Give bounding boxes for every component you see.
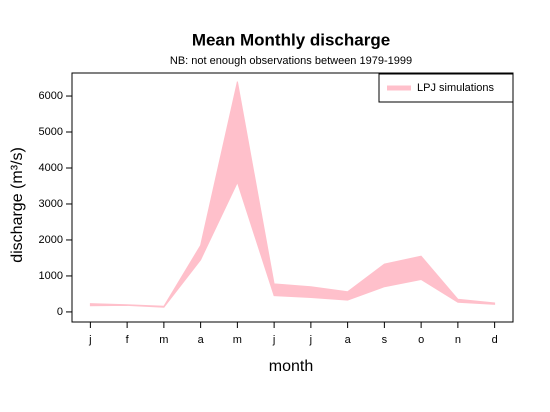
x-tick-label: j — [309, 334, 312, 346]
x-axis-label: month — [269, 358, 313, 375]
y-tick-label: 4000 — [39, 162, 63, 174]
x-tick-label: o — [418, 334, 424, 346]
x-tick-label: n — [455, 334, 461, 346]
x-tick-label: a — [345, 334, 352, 346]
x-tick-label: m — [233, 334, 242, 346]
plot-area — [89, 81, 496, 308]
x-tick-label: s — [382, 334, 388, 346]
x-tick-label: j — [272, 334, 275, 346]
x-tick-label: f — [126, 334, 130, 346]
y-tick-label: 5000 — [39, 126, 63, 138]
y-tick-label: 0 — [57, 306, 63, 318]
legend-label: LPJ simulations — [417, 82, 495, 94]
y-tick-label: 1000 — [39, 270, 63, 282]
y-tick-label: 6000 — [39, 90, 63, 102]
chart-subtitle: NB: not enough observations between 1979… — [170, 55, 412, 67]
plot-frame — [71, 72, 514, 323]
x-tick-label: j — [88, 334, 91, 346]
chart-title: Mean Monthly discharge — [192, 30, 390, 49]
y-axis-label: discharge (m³/s) — [9, 147, 26, 263]
range-band — [89, 81, 496, 308]
x-tick-label: m — [159, 334, 168, 346]
y-tick-label: 3000 — [39, 198, 63, 210]
x-tick-label: d — [492, 334, 498, 346]
y-tick-label: 2000 — [39, 234, 63, 246]
x-tick-label: a — [198, 334, 205, 346]
